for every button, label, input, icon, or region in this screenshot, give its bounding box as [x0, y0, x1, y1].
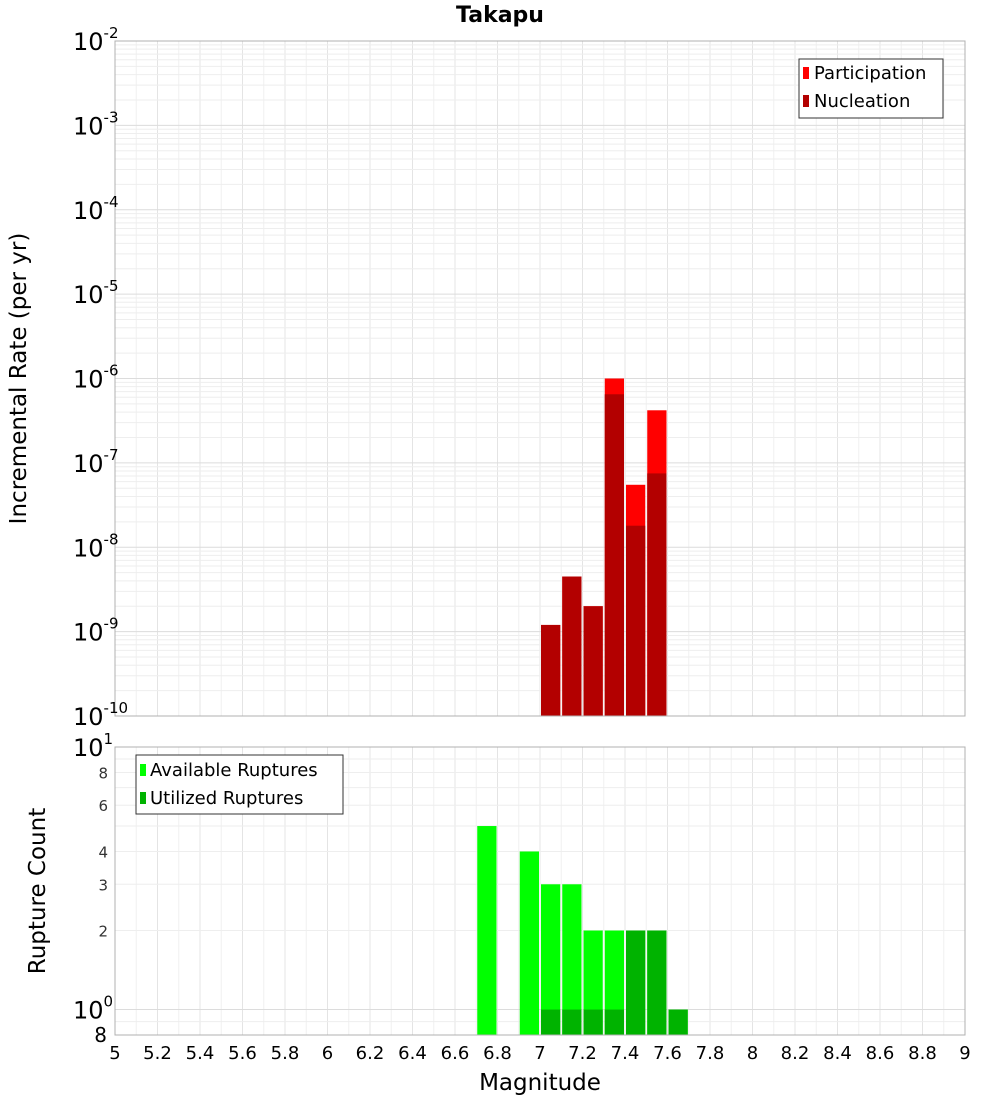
x-tick-label: 5.8 [271, 1043, 300, 1064]
y-minor-tick-label: 6 [98, 797, 108, 815]
x-tick-label: 5.2 [143, 1043, 172, 1064]
x-tick-label: 7.8 [696, 1043, 725, 1064]
y-minor-tick-label: 8 [98, 764, 108, 782]
legend-entry: Utilized Ruptures [150, 788, 303, 809]
y-tick-label: 10-9 [73, 615, 119, 647]
legend-entry: Available Ruptures [150, 760, 318, 781]
available-ruptures-bar [583, 930, 603, 1035]
x-tick-label: 5.6 [228, 1043, 257, 1064]
available-ruptures-bar [477, 826, 497, 1035]
y-tick-label: 100 [73, 993, 113, 1025]
y-tick-label: 10-10 [73, 699, 128, 731]
available-ruptures-bar [604, 930, 624, 1035]
available-ruptures-bar [519, 851, 539, 1035]
legend-top: Participation Nucleation [798, 58, 944, 119]
y-tick-label: 10-8 [73, 530, 119, 562]
utilized-ruptures-bar [562, 1009, 582, 1035]
y-tick-label: 101 [73, 730, 113, 762]
nucleation-bar [604, 394, 624, 716]
y-axis-label-bottom: Rupture Count [25, 808, 51, 974]
available-ruptures-bar [562, 884, 582, 1035]
legend-swatch [140, 792, 146, 804]
chart-title: Takapu [456, 3, 544, 28]
utilized-ruptures-bar [647, 930, 667, 1035]
x-tick-label: 5 [109, 1043, 120, 1064]
plot-border [114, 40, 966, 717]
nucleation-bar [583, 606, 603, 716]
nucleation-bar [541, 624, 561, 716]
x-tick-label: 8 [747, 1043, 758, 1064]
y-tick-label: 8 [94, 1023, 107, 1047]
available-ruptures-bar [541, 884, 561, 1035]
utilized-ruptures-bar [541, 1009, 561, 1035]
x-tick-label: 7.6 [653, 1043, 682, 1064]
x-axis-label: Magnitude [479, 1070, 601, 1096]
y-tick-label: 10-7 [73, 446, 119, 478]
x-tick-label: 6.6 [441, 1043, 470, 1064]
top-panel: 10-10 10-9 10-8 10-7 10-6 10-5 10-4 10-3 10-2 Tak… [6, 3, 966, 731]
legend-swatch [140, 764, 146, 776]
legend-box [135, 754, 344, 815]
x-tick-label: 7.2 [568, 1043, 597, 1064]
utilized-ruptures-bar [604, 1009, 624, 1035]
nucleation-bar [647, 473, 667, 716]
x-tick-label: 9 [959, 1043, 970, 1064]
x-tick-label: 8.2 [781, 1043, 810, 1064]
legend-entry: Nucleation [814, 91, 910, 112]
utilized-ruptures-bar [668, 1009, 688, 1035]
nucleation-bar [626, 525, 646, 716]
y-axis-label-top: Incremental Rate (per yr) [6, 233, 32, 525]
y-tick-label: 10-5 [73, 277, 119, 309]
y-tick-label: 10-6 [73, 362, 119, 394]
legend-bottom: Available Ruptures Utilized Ruptures [135, 754, 344, 815]
x-tick-label: 7.4 [611, 1043, 640, 1064]
utilized-ruptures-bar [626, 930, 646, 1035]
y-tick-label: 10-4 [73, 193, 119, 225]
legend-swatch [803, 95, 809, 107]
y-tick-label: 10-3 [73, 108, 119, 140]
x-tick-label: 5.4 [186, 1043, 215, 1064]
legend-entry: Participation [814, 63, 926, 84]
y-minor-tick-label: 3 [98, 876, 108, 894]
x-tick-label: 8.6 [866, 1043, 895, 1064]
legend-swatch [803, 67, 809, 79]
x-tick-label: 6.2 [356, 1043, 385, 1064]
legend-box [798, 58, 944, 119]
x-tick-label: 8.4 [823, 1043, 852, 1064]
x-tick-label: 6.4 [398, 1043, 427, 1064]
x-tick-label: 8.8 [908, 1043, 937, 1064]
y-minor-tick-label: 4 [98, 843, 108, 861]
x-tick-label: 6.8 [483, 1043, 512, 1064]
utilized-ruptures-bar [583, 1009, 603, 1035]
x-tick-label: 7 [534, 1043, 545, 1064]
y-tick-label: 10-2 [73, 24, 119, 56]
y-minor-tick-label: 2 [98, 923, 108, 941]
nucleation-bar [562, 576, 582, 716]
x-tick-label: 6 [322, 1043, 333, 1064]
plot-border [114, 746, 966, 1036]
